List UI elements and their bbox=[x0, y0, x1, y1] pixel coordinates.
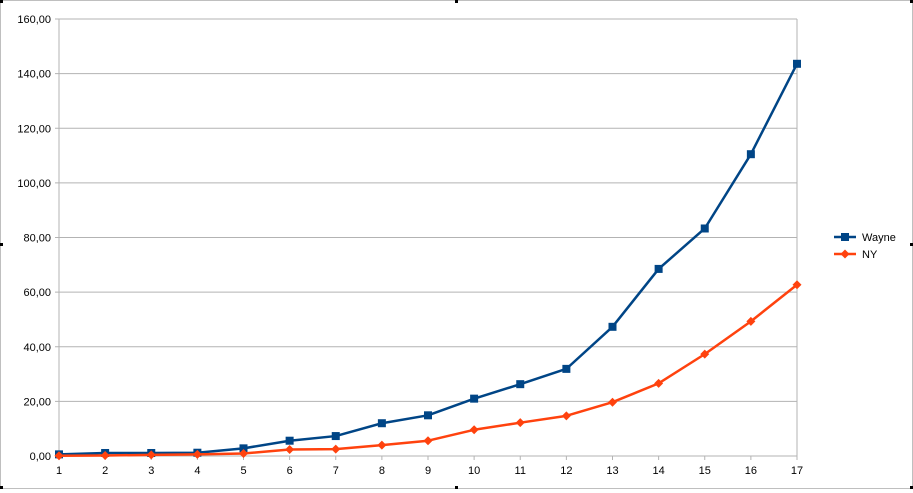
data-point-ny bbox=[239, 449, 248, 459]
legend-label: Wayne bbox=[862, 232, 896, 244]
data-point-wayne bbox=[470, 394, 479, 403]
selection-handle bbox=[455, 486, 458, 489]
selection-handle bbox=[0, 243, 3, 246]
data-point-ny bbox=[192, 449, 202, 459]
x-tick-label: 14 bbox=[653, 465, 665, 477]
legend-label: NY bbox=[862, 249, 878, 261]
x-tick-label: 1 bbox=[56, 465, 62, 477]
x-tick-label: 13 bbox=[606, 465, 618, 477]
y-tick-label: 40,00 bbox=[23, 342, 51, 354]
selection-handle bbox=[910, 486, 913, 489]
data-point-ny bbox=[561, 411, 571, 421]
y-tick-label: 160,00 bbox=[17, 14, 51, 26]
data-point-ny bbox=[515, 418, 525, 428]
data-point-wayne bbox=[377, 419, 386, 428]
data-point-ny bbox=[654, 378, 664, 388]
x-tick-label: 5 bbox=[240, 465, 246, 477]
legend-item-wayne: Wayne bbox=[834, 232, 896, 244]
x-tick-label: 17 bbox=[791, 465, 803, 477]
series-line-wayne bbox=[58, 63, 799, 456]
x-tick-label: 8 bbox=[379, 465, 385, 477]
y-tick-label: 0,00 bbox=[30, 451, 51, 463]
y-tick-label: 120,00 bbox=[17, 123, 51, 135]
selection-handle bbox=[910, 0, 913, 3]
data-point-ny bbox=[746, 316, 756, 326]
x-tick-label: 12 bbox=[560, 465, 572, 477]
data-point-ny bbox=[100, 450, 110, 460]
x-tick-label: 9 bbox=[425, 465, 431, 477]
x-tick-label: 6 bbox=[287, 465, 293, 477]
data-point-wayne bbox=[285, 436, 294, 445]
x-tick-label: 3 bbox=[148, 465, 154, 477]
axes: 0,00 20,00 40,00 60,00 80,00 100,00 120,00 140,… bbox=[17, 14, 803, 477]
x-tick-label: 16 bbox=[745, 465, 757, 477]
selection-handle bbox=[455, 0, 458, 3]
y-tick-label: 80,00 bbox=[23, 233, 51, 245]
legend-marker bbox=[840, 249, 850, 259]
data-point-ny bbox=[700, 349, 710, 359]
data-point-wayne bbox=[239, 444, 248, 453]
legend-marker bbox=[841, 233, 849, 241]
series-ny bbox=[54, 280, 802, 461]
data-point-ny bbox=[54, 451, 64, 461]
data-point-wayne bbox=[331, 432, 340, 441]
data-point-ny bbox=[792, 280, 802, 290]
data-point-ny bbox=[285, 444, 295, 454]
selection-handle bbox=[0, 0, 3, 3]
legend-item-ny: NY bbox=[834, 249, 878, 261]
x-tick-label: 2 bbox=[102, 465, 108, 477]
data-point-wayne bbox=[793, 59, 801, 68]
x-tick-label: 10 bbox=[468, 465, 480, 477]
grid-lines bbox=[59, 18, 797, 457]
data-point-wayne bbox=[516, 380, 525, 389]
series-line-ny bbox=[58, 283, 798, 457]
series-group bbox=[54, 59, 802, 461]
data-point-wayne bbox=[424, 411, 432, 420]
x-tick-label: 7 bbox=[333, 465, 339, 477]
x-tick-label: 15 bbox=[699, 465, 711, 477]
data-point-ny bbox=[146, 450, 156, 460]
data-point-wayne bbox=[700, 224, 709, 233]
data-point-ny bbox=[608, 397, 617, 407]
data-point-wayne bbox=[654, 264, 663, 273]
data-point-ny bbox=[331, 444, 341, 454]
data-point-ny bbox=[377, 440, 387, 450]
data-point-wayne bbox=[562, 364, 571, 373]
data-point-ny bbox=[423, 436, 433, 446]
data-point-ny bbox=[469, 425, 479, 435]
data-point-wayne bbox=[608, 322, 617, 331]
x-tick-label: 4 bbox=[194, 465, 200, 477]
x-tick-label: 11 bbox=[515, 465, 526, 477]
legend: Wayne NY bbox=[834, 232, 896, 261]
selection-handle bbox=[0, 486, 3, 489]
data-point-wayne bbox=[746, 150, 755, 159]
y-tick-label: 100,00 bbox=[17, 178, 51, 190]
selection-handle bbox=[910, 243, 913, 246]
y-tick-label: 60,00 bbox=[23, 287, 51, 299]
series-wayne bbox=[55, 59, 801, 459]
y-tick-label: 20,00 bbox=[23, 396, 51, 408]
y-tick-label: 140,00 bbox=[17, 69, 51, 81]
